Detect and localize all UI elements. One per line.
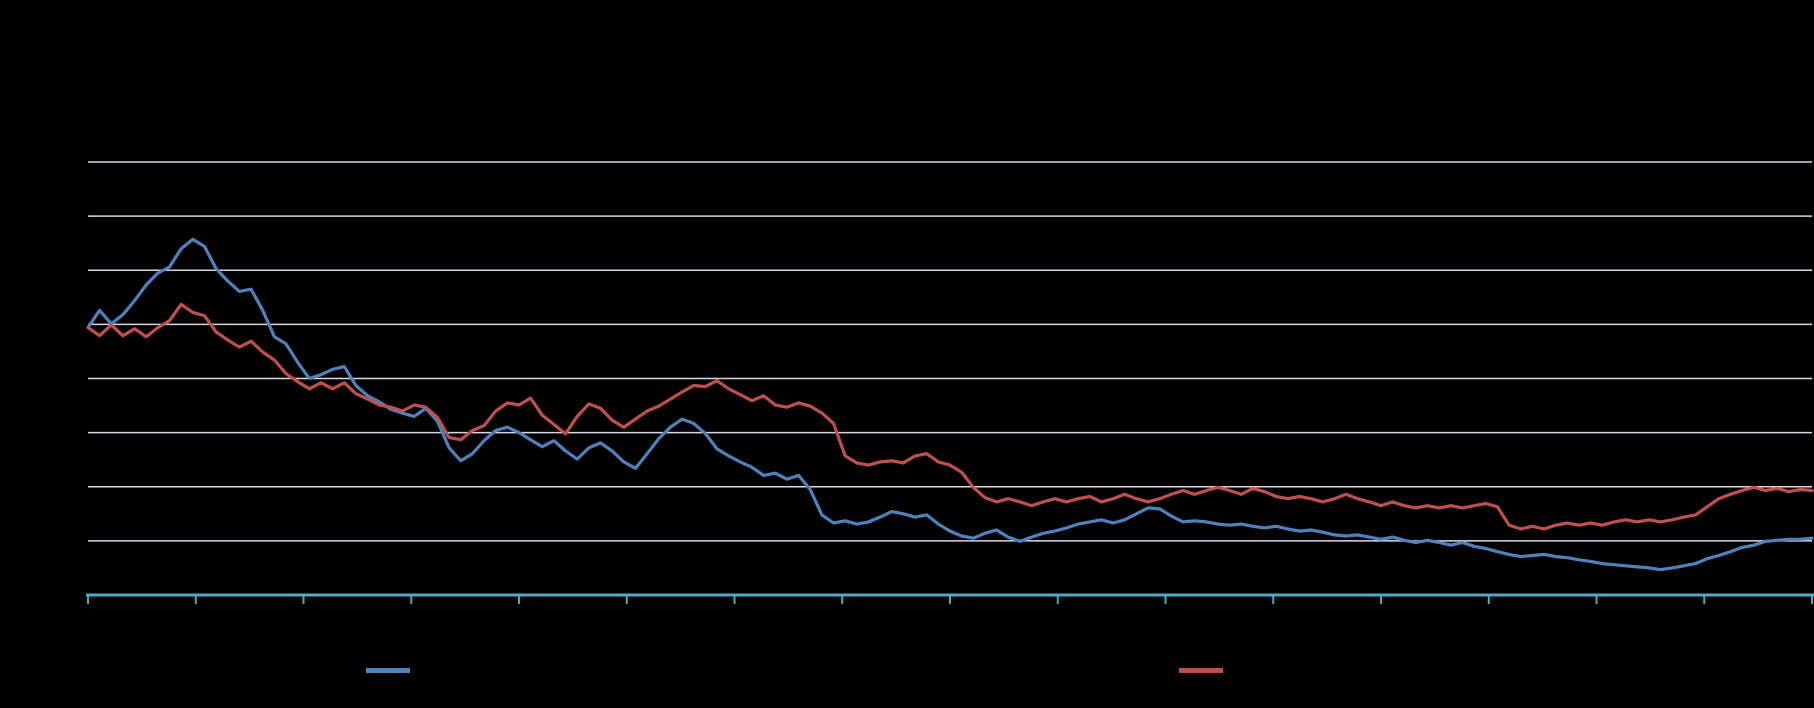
legend-swatch-series-1 [366,668,410,673]
series-2-red-line [86,302,1814,531]
series-1-blue-line [86,237,1814,572]
legend-swatch-series-2 [1179,668,1223,673]
